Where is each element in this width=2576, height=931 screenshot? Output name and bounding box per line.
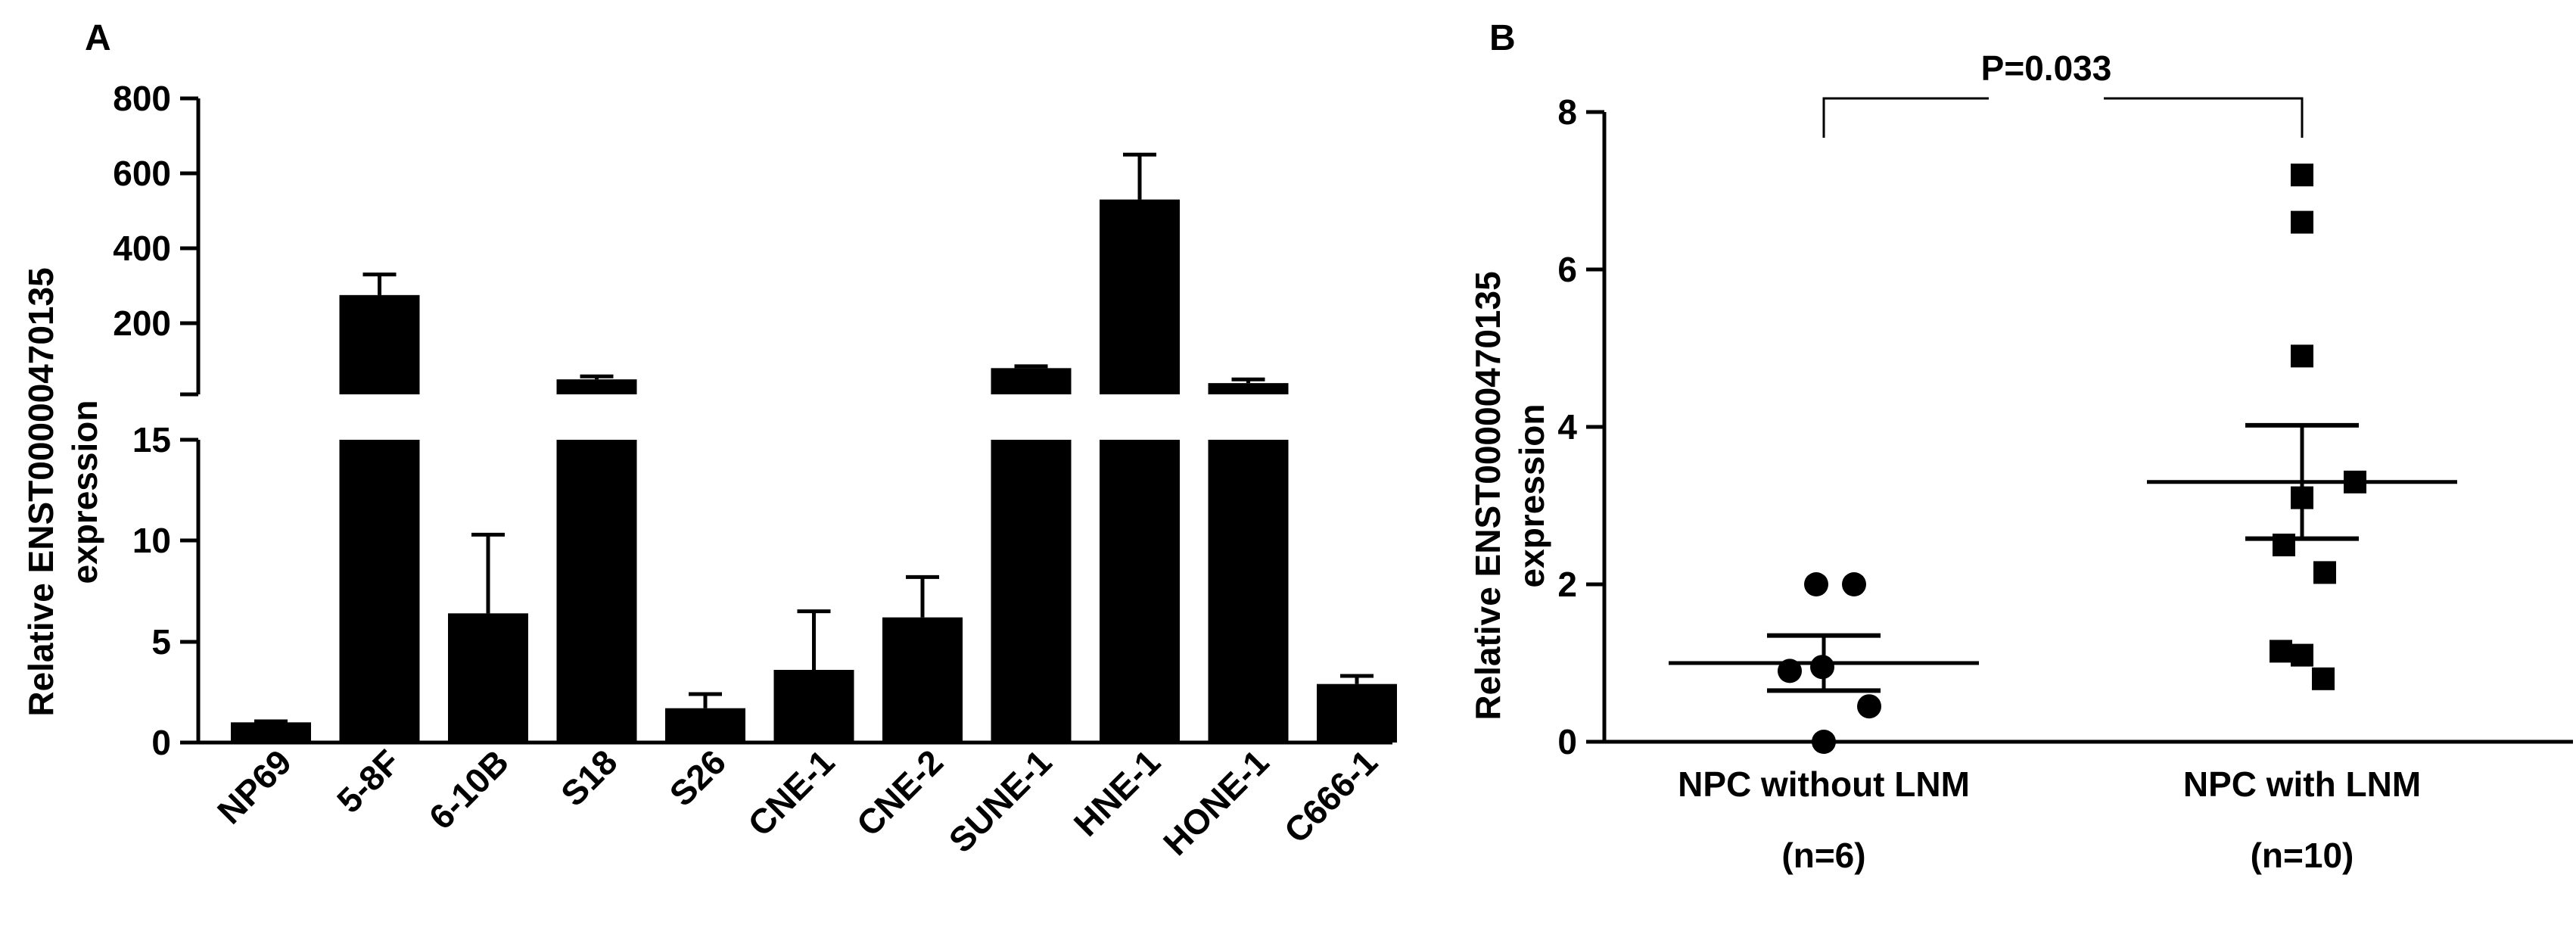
bar-sune-1 [991, 368, 1072, 743]
panel-b-scatter-plot: B Relative ENST00000470135 expression 8 … [1468, 18, 2573, 875]
error-bar-c666-1 [1340, 674, 1374, 684]
significance-bracket [1822, 97, 2304, 138]
bar-5-8f [339, 294, 420, 743]
point-with-lnm [2291, 210, 2313, 234]
panel-b-ytick-8: 8 [1557, 92, 1577, 132]
x-tick-label-s18: S18 [553, 742, 625, 814]
panel-a-ytick-600: 600 [113, 154, 171, 193]
panel-b-ylabel-line2: expression [1512, 404, 1551, 588]
panel-a-ylabel-line1: Relative ENST00000470135 [21, 267, 61, 716]
x-tick-label-sune-1: SUNE-1 [941, 742, 1059, 860]
group-n-with-lnm: (n=10) [2251, 836, 2354, 875]
bar-np69 [231, 722, 311, 743]
point-without-lnm [1857, 694, 1881, 719]
point-without-lnm [1804, 572, 1828, 596]
bar-hone-1 [1208, 383, 1289, 743]
bar-6-10b [448, 613, 528, 743]
bar-cne-2 [882, 617, 963, 743]
x-tick-label-s26: S26 [661, 742, 733, 814]
group-label-with-lnm: NPC with LNM [2183, 764, 2421, 804]
x-tick-label-cne-1: CNE-1 [740, 742, 842, 843]
point-without-lnm [1812, 730, 1836, 754]
error-bar-sune-1 [1014, 364, 1048, 369]
point-with-lnm [2291, 643, 2313, 667]
x-tick-label-hone-1: HONE-1 [1156, 742, 1277, 863]
panel-a-ytick-5: 5 [151, 622, 171, 662]
x-tick-label-hne-1: HNE-1 [1066, 742, 1168, 843]
panel-b-ytick-0: 0 [1557, 722, 1577, 761]
point-with-lnm [2291, 163, 2313, 187]
panel-a-label: A [85, 18, 111, 58]
panel-a-ytick-800: 800 [113, 79, 171, 118]
bar-hne-1 [1100, 199, 1180, 743]
error-bar-5-8f [362, 272, 397, 295]
bar-cne-1 [773, 670, 854, 743]
error-bar-6-10b [471, 532, 505, 614]
panel-b-ytick-6: 6 [1557, 250, 1577, 289]
error-bar-s18 [580, 374, 614, 380]
group-n-without-lnm: (n=6) [1781, 836, 1865, 875]
panel-b-label: B [1489, 18, 1516, 58]
point-with-lnm [2313, 561, 2336, 584]
x-tick-label-cne-2: CNE-2 [849, 742, 950, 843]
x-tick-label-6-10b: 6-10B [422, 742, 516, 836]
bar-c666-1 [1317, 683, 1397, 743]
bar-s18 [556, 379, 637, 743]
panel-a-ytick-400: 400 [113, 229, 171, 268]
panel-a-error-bars [254, 152, 1374, 724]
point-with-lnm [2270, 640, 2292, 663]
panel-a-bars [231, 199, 1397, 743]
x-tick-label-c666-1: C666-1 [1277, 742, 1385, 850]
x-tick-label-np69: NP69 [210, 742, 299, 831]
panel-b-ytick-4: 4 [1557, 407, 1577, 447]
point-with-lnm [2291, 344, 2313, 368]
significance-label: P=0.033 [1981, 48, 2112, 88]
panel-a-ytick-200: 200 [113, 304, 171, 343]
error-bar-cne-1 [797, 609, 831, 670]
panel-a-ylabel-line2: expression [65, 400, 104, 584]
panel-a-ytick-0: 0 [151, 723, 171, 762]
bar-s26 [665, 708, 745, 743]
panel-b-mean-sem-lines [1669, 422, 2457, 693]
panel-b-y-tick-marks [1586, 110, 1604, 744]
x-tick-label-5-8f: 5-8F [329, 742, 408, 820]
error-bar-cne-2 [906, 574, 939, 618]
point-with-lnm [2312, 667, 2335, 690]
error-bar-hne-1 [1123, 152, 1156, 200]
panel-a-ytick-15: 15 [132, 420, 171, 459]
panel-b-points [1778, 163, 2366, 754]
panel-a-y-tick-marks [180, 96, 198, 745]
point-without-lnm [1842, 572, 1866, 596]
panel-b-ylabel-line1: Relative ENST00000470135 [1468, 271, 1507, 720]
error-bar-s26 [689, 692, 722, 708]
error-bar-hone-1 [1231, 377, 1265, 384]
panel-a-ytick-10: 10 [132, 521, 171, 560]
panel-a-bar-chart: A Relative ENST00000470135 expression 80… [21, 18, 1397, 863]
error-bar-np69 [254, 719, 288, 724]
group-label-without-lnm: NPC without LNM [1678, 764, 1970, 804]
panel-b-ytick-2: 2 [1557, 565, 1577, 604]
